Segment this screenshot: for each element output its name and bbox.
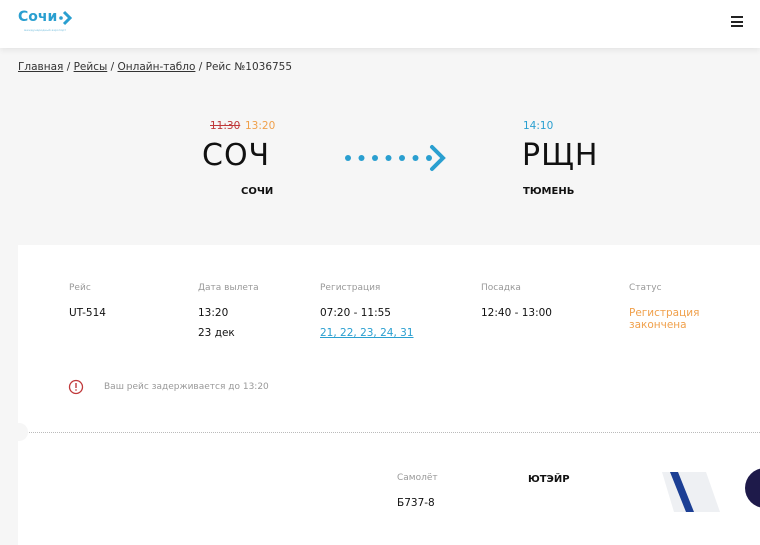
divider: [18, 432, 760, 433]
aircraft-model: Б737-8: [397, 497, 435, 509]
departure-city: СОЧИ: [241, 186, 274, 197]
flight-number: UT-514: [69, 307, 106, 319]
arrival-time: 14:10: [523, 120, 554, 132]
warning-icon: [68, 379, 84, 395]
flight-details-card: [18, 245, 760, 545]
departure-time-new: 13:20: [245, 120, 276, 132]
status-value: Регистрация закончена: [629, 307, 700, 331]
hamburger-icon[interactable]: [731, 16, 743, 27]
logo-text: Сочи: [18, 9, 58, 25]
departure-date-time: 13:20: [198, 307, 229, 319]
ticket-notch: [10, 423, 28, 441]
departure-date-day: 23 дек: [198, 327, 235, 339]
route-arrow-icon: [345, 145, 446, 171]
boarding-label: Посадка: [481, 283, 521, 293]
aircraft-label: Самолёт: [397, 473, 438, 483]
breadcrumb-online-board[interactable]: Онлайн-табло: [117, 61, 196, 73]
departure-date-label: Дата вылета: [198, 283, 259, 293]
flight-label: Рейс: [69, 283, 91, 293]
departure-code: СОЧ: [202, 138, 271, 173]
registration-time: 07:20 - 11:55: [320, 307, 391, 319]
arrival-code: РЩН: [522, 138, 599, 173]
registration-label: Регистрация: [320, 283, 381, 293]
boarding-time: 12:40 - 13:00: [481, 307, 552, 319]
chat-button[interactable]: [745, 468, 760, 508]
breadcrumb-current: Рейс №1036755: [205, 61, 293, 73]
airline-name: ЮТЭЙР: [528, 474, 570, 485]
delay-notice: Ваш рейс задерживается до 13:20: [104, 382, 269, 392]
departure-time-original: 11:30: [210, 120, 241, 132]
arrival-city: ТЮМЕНЬ: [523, 186, 575, 197]
breadcrumb-home[interactable]: Главная: [18, 61, 64, 73]
status-label: Статус: [629, 283, 662, 293]
breadcrumb: Главная / Рейсы / Онлайн-табло / Рейс №1…: [18, 61, 293, 73]
header: Сочи международный аэропорт: [0, 0, 760, 48]
logo[interactable]: Сочи международный аэропорт: [18, 9, 72, 32]
logo-subtitle: международный аэропорт: [24, 28, 67, 32]
breadcrumb-flights[interactable]: Рейсы: [73, 61, 108, 73]
airline-tail-image: [662, 472, 720, 512]
logo-arrow-icon: [59, 10, 72, 26]
registration-desks-link[interactable]: 21, 22, 23, 24, 31: [320, 327, 414, 339]
